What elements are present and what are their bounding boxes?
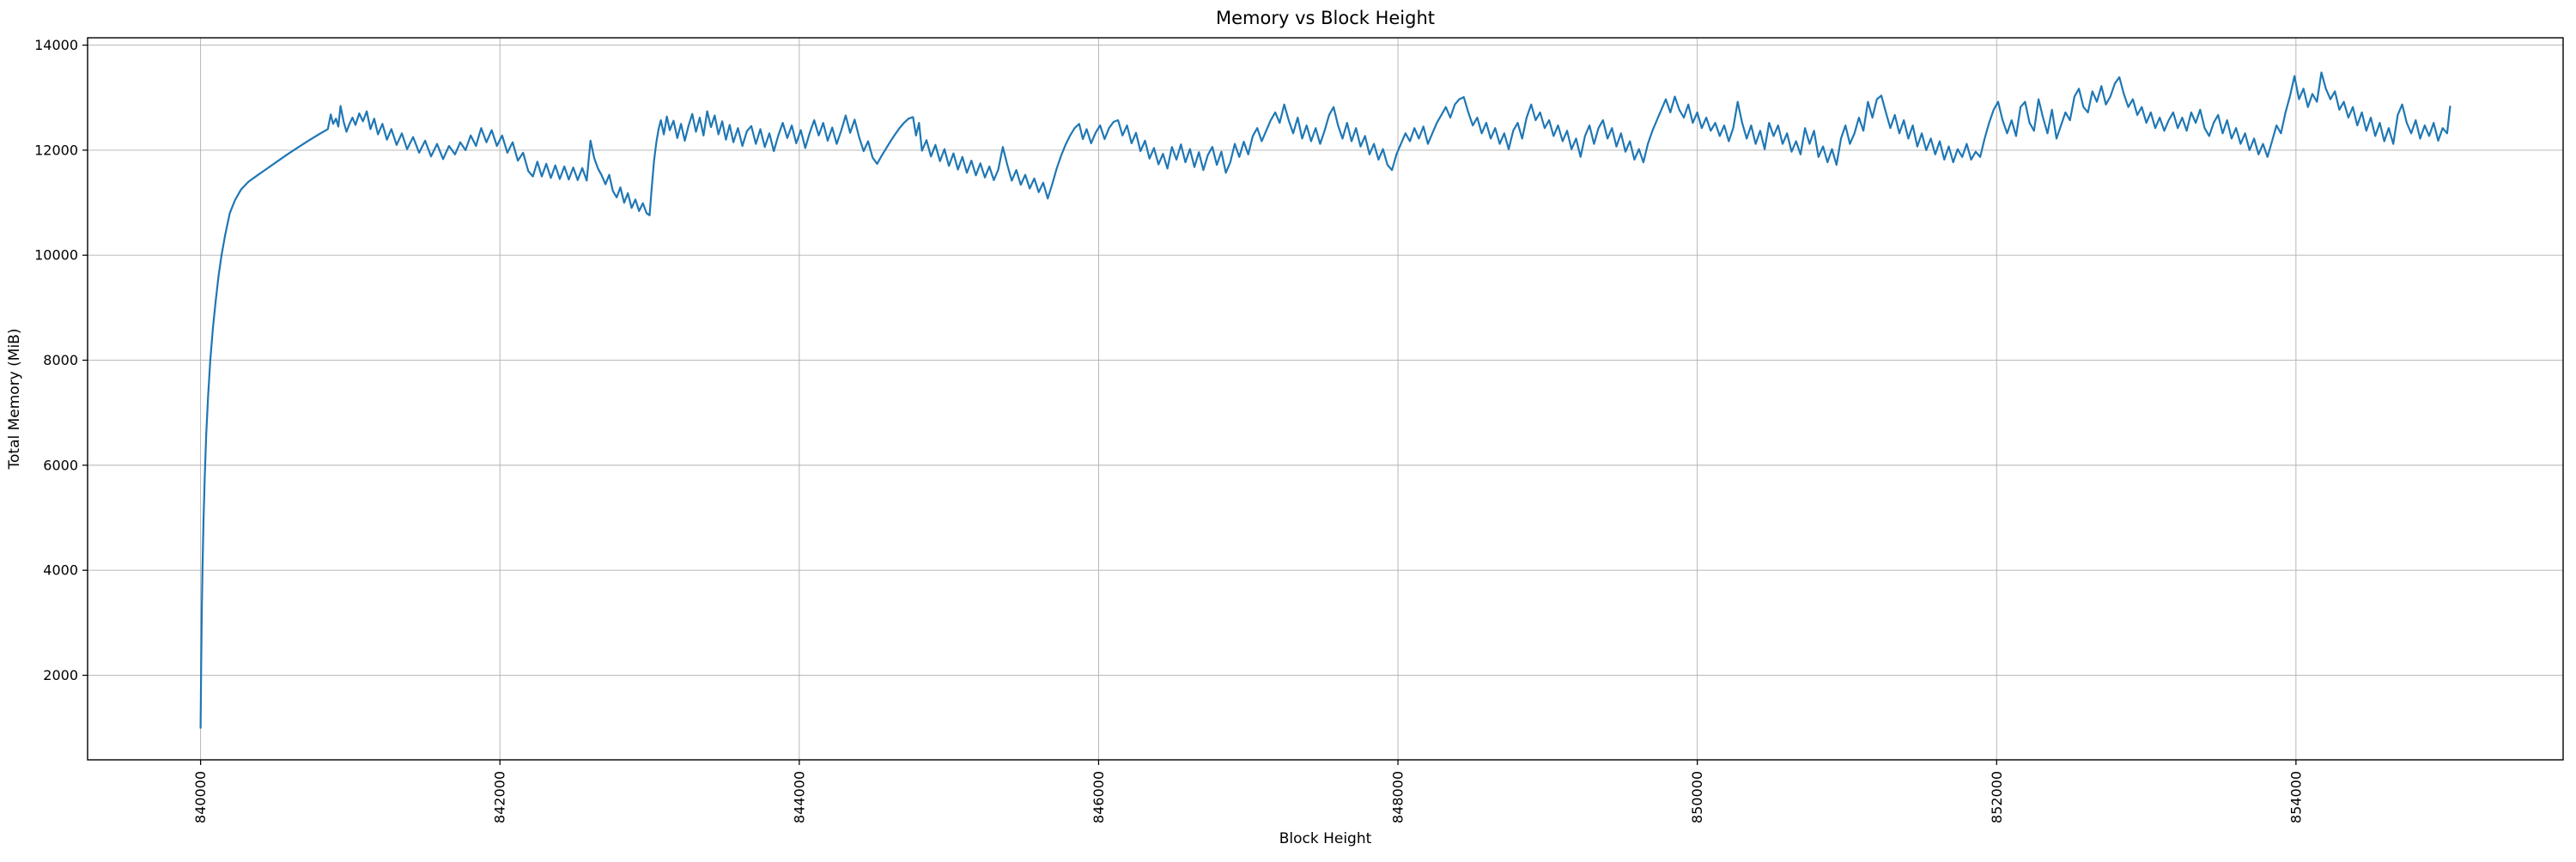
y-tick-label: 2000 [43,667,78,683]
chart-title: Memory vs Block Height [1216,8,1435,28]
y-tick-label: 14000 [34,37,78,53]
x-tick-label: 844000 [791,771,807,823]
y-tick-label: 12000 [34,142,78,158]
x-tick-label: 854000 [2287,771,2304,823]
x-tick-label: 842000 [492,771,508,823]
x-axis-label: Block Height [1279,830,1372,847]
x-tick-label: 848000 [1390,771,1406,823]
y-tick-label: 8000 [43,352,78,368]
y-axis-label: Total Memory (MiB) [6,329,23,470]
x-tick-labels: 840000 842000 844000 846000 848000 850000 8520… [192,771,2304,823]
x-tick-label: 840000 [192,771,209,823]
y-tick-label: 6000 [43,457,78,473]
plot-area-border [87,37,2564,761]
y-tick-label: 4000 [43,562,78,579]
x-tick-label: 850000 [1689,771,1705,823]
gridlines [88,38,2563,760]
x-tick-label: 846000 [1091,771,1107,823]
memory-data-line [199,71,2451,729]
axis-ticks [82,44,2297,765]
y-tick-labels: 2000 4000 6000 8000 10000 12000 14000 [34,37,78,683]
y-tick-label: 10000 [34,247,78,264]
x-tick-label: 852000 [1989,771,2005,823]
